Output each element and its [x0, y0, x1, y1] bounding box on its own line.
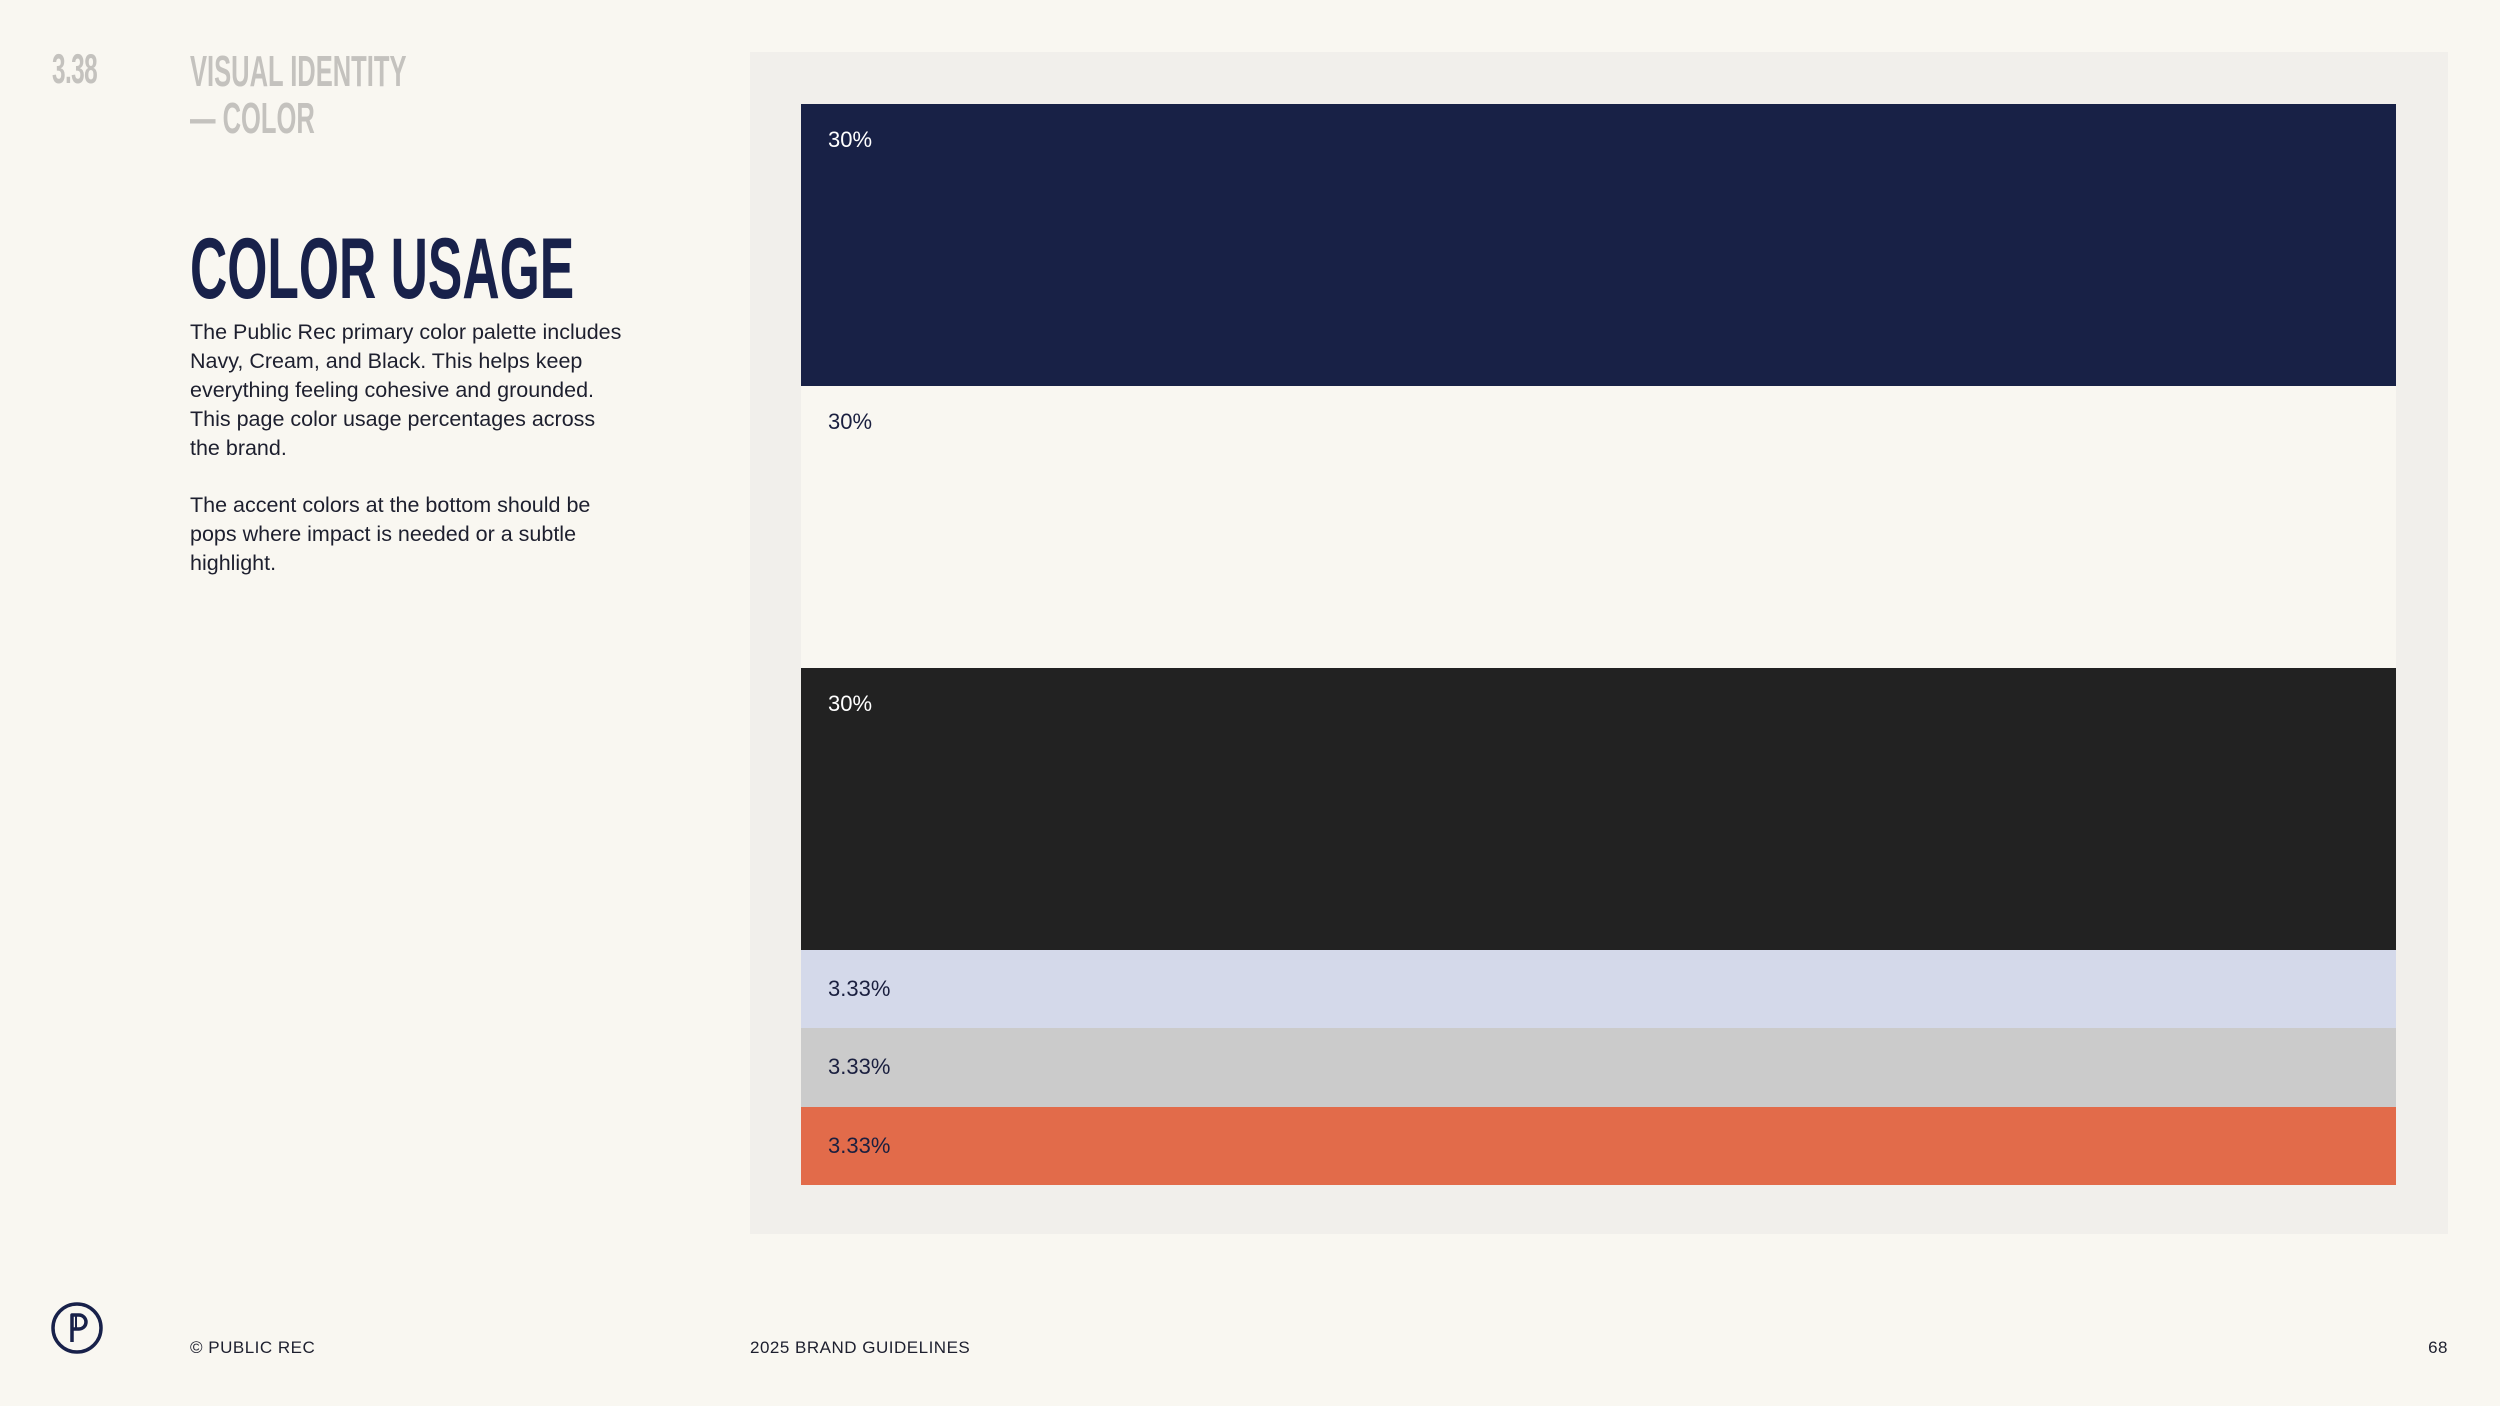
- footer-copyright: © PUBLIC REC: [190, 1338, 316, 1357]
- swatch-percentage: 30%: [828, 691, 873, 716]
- swatch-percentage: 30%: [828, 127, 873, 152]
- swatch-navy: 30%: [801, 104, 2396, 386]
- section-title-line2: — COLOR: [190, 94, 315, 143]
- footer-document-title: 2025 BRAND GUIDELINES: [750, 1338, 971, 1357]
- color-usage-panel: 30% 30% 30% 3.33% 3.33% 3.33%: [750, 52, 2448, 1234]
- footer-page-number: 68: [2428, 1338, 2448, 1357]
- public-rec-p-logo-icon: [51, 1302, 103, 1354]
- swatch-percentage: 3.33%: [828, 1133, 891, 1158]
- intro-paragraph: The Public Rec primary color palette inc…: [190, 320, 622, 460]
- swatch-gray: 3.33%: [801, 1028, 2396, 1107]
- swatch-percentage: 3.33%: [828, 976, 891, 1001]
- section-number: 3.38: [52, 45, 98, 92]
- swatch-lavender: 3.33%: [801, 950, 2396, 1028]
- section-title-line1: VISUAL IDENTITY: [190, 47, 407, 96]
- swatch-percentage: 30%: [828, 409, 873, 434]
- page-title: COLOR USAGE: [190, 221, 575, 317]
- accent-paragraph: The accent colors at the bottom should b…: [190, 493, 591, 575]
- swatch-cream: 30%: [801, 386, 2396, 668]
- logo-svg: [51, 1302, 103, 1354]
- swatch-orange: 3.33%: [801, 1107, 2396, 1185]
- section-title: VISUAL IDENTITY — COLOR: [190, 48, 406, 142]
- swatch-percentage: 3.33%: [828, 1054, 891, 1079]
- swatch-black: 30%: [801, 668, 2396, 950]
